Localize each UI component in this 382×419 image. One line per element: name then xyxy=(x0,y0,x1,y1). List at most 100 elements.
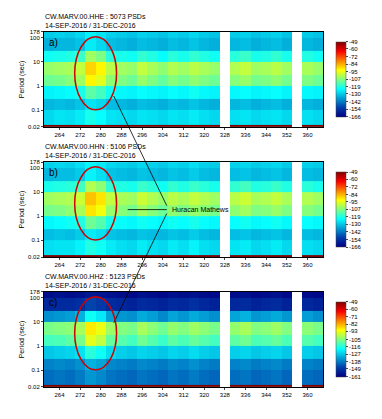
svg-text:328: 328 xyxy=(220,262,231,268)
svg-text:178: 178 xyxy=(30,29,41,35)
svg-text:c): c) xyxy=(49,297,57,308)
svg-text:-95: -95 xyxy=(349,199,358,205)
svg-text:CW.MARV.00.HHZ : 5123 PSDs14-S: CW.MARV.00.HHZ : 5123 PSDs14-SEP-2016 / … xyxy=(45,273,145,289)
svg-text:304: 304 xyxy=(158,262,169,268)
svg-text:344: 344 xyxy=(261,392,272,398)
svg-text:328: 328 xyxy=(220,132,231,138)
svg-text:352: 352 xyxy=(282,392,293,398)
svg-text:312: 312 xyxy=(178,262,189,268)
svg-text:10: 10 xyxy=(33,59,40,65)
svg-text:-49: -49 xyxy=(349,169,358,175)
svg-text:-154: -154 xyxy=(349,237,362,243)
svg-text:a): a) xyxy=(49,37,58,48)
svg-text:-119: -119 xyxy=(349,84,361,90)
svg-text:-107: -107 xyxy=(349,76,362,82)
svg-text:-107: -107 xyxy=(349,206,362,212)
svg-text:-138: -138 xyxy=(349,359,362,365)
svg-text:320: 320 xyxy=(199,392,210,398)
svg-text:0.1: 0.1 xyxy=(31,107,40,113)
svg-text:288: 288 xyxy=(116,132,127,138)
svg-text:b): b) xyxy=(49,167,58,178)
svg-text:280: 280 xyxy=(96,132,107,138)
svg-text:-166: -166 xyxy=(349,244,362,250)
svg-text:-166: -166 xyxy=(349,114,362,120)
svg-text:-127: -127 xyxy=(349,351,362,357)
svg-text:336: 336 xyxy=(240,132,251,138)
svg-text:Period (sec): Period (sec) xyxy=(18,61,26,99)
svg-text:0.02: 0.02 xyxy=(28,384,40,390)
svg-text:-142: -142 xyxy=(349,99,362,105)
svg-text:296: 296 xyxy=(137,392,148,398)
svg-text:288: 288 xyxy=(116,262,127,268)
svg-text:0.02: 0.02 xyxy=(28,254,40,260)
svg-text:272: 272 xyxy=(75,262,86,268)
svg-text:-82: -82 xyxy=(349,321,358,327)
svg-text:312: 312 xyxy=(178,392,189,398)
svg-text:360: 360 xyxy=(302,132,313,138)
svg-text:Period (sec): Period (sec) xyxy=(18,191,26,229)
svg-text:0.1: 0.1 xyxy=(31,367,40,373)
svg-text:-60: -60 xyxy=(349,176,358,182)
svg-text:360: 360 xyxy=(302,262,313,268)
svg-text:-72: -72 xyxy=(349,54,358,60)
svg-text:280: 280 xyxy=(96,392,107,398)
svg-text:-84: -84 xyxy=(349,192,358,198)
svg-text:320: 320 xyxy=(199,262,210,268)
svg-text:CW.MARV.00.HHE : 5073 PSDs14-S: CW.MARV.00.HHE : 5073 PSDs14-SEP-2016 / … xyxy=(45,13,146,29)
svg-text:-149: -149 xyxy=(349,366,362,372)
svg-text:-72: -72 xyxy=(349,184,358,190)
svg-text:-116: -116 xyxy=(349,344,361,350)
svg-text:-130: -130 xyxy=(349,91,362,97)
svg-text:-71: -71 xyxy=(349,314,358,320)
svg-text:100: 100 xyxy=(30,295,41,301)
svg-text:352: 352 xyxy=(282,262,293,268)
svg-text:100: 100 xyxy=(30,165,41,171)
svg-text:336: 336 xyxy=(240,262,251,268)
svg-text:-60: -60 xyxy=(349,306,358,312)
svg-text:-119: -119 xyxy=(349,214,361,220)
svg-text:-154: -154 xyxy=(349,106,362,112)
svg-text:1: 1 xyxy=(36,83,40,89)
svg-text:280: 280 xyxy=(96,262,107,268)
svg-text:-105: -105 xyxy=(349,337,362,343)
svg-text:10: 10 xyxy=(33,319,40,325)
svg-text:264: 264 xyxy=(54,132,65,138)
svg-text:360: 360 xyxy=(302,392,313,398)
svg-text:100: 100 xyxy=(30,35,41,41)
svg-text:-93: -93 xyxy=(349,328,358,334)
svg-text:Huracan Mathews: Huracan Mathews xyxy=(172,206,229,213)
svg-text:-161: -161 xyxy=(349,374,362,380)
svg-text:328: 328 xyxy=(220,392,231,398)
svg-text:178: 178 xyxy=(30,159,41,165)
svg-text:1: 1 xyxy=(36,213,40,219)
svg-text:-49: -49 xyxy=(349,39,358,45)
svg-text:272: 272 xyxy=(75,392,86,398)
svg-text:0.02: 0.02 xyxy=(28,124,40,130)
svg-text:-60: -60 xyxy=(349,46,358,52)
svg-text:312: 312 xyxy=(178,132,189,138)
svg-text:296: 296 xyxy=(137,132,148,138)
svg-text:296: 296 xyxy=(137,262,148,268)
svg-text:320: 320 xyxy=(199,132,210,138)
svg-text:178: 178 xyxy=(30,289,41,295)
svg-text:CW.MARV.00.HHN : 5106 PSDs14-S: CW.MARV.00.HHN : 5106 PSDs14-SEP-2016 / … xyxy=(45,143,146,159)
svg-text:288: 288 xyxy=(116,392,127,398)
svg-text:-95: -95 xyxy=(349,68,358,74)
svg-text:-130: -130 xyxy=(349,221,362,227)
svg-text:272: 272 xyxy=(75,132,86,138)
svg-text:Period (sec): Period (sec) xyxy=(18,321,26,359)
svg-text:-84: -84 xyxy=(349,61,358,67)
svg-text:264: 264 xyxy=(54,392,65,398)
svg-text:344: 344 xyxy=(261,262,272,268)
svg-text:-142: -142 xyxy=(349,229,362,235)
svg-text:-49: -49 xyxy=(349,299,358,305)
svg-text:1: 1 xyxy=(36,343,40,349)
svg-text:264: 264 xyxy=(54,262,65,268)
svg-text:352: 352 xyxy=(282,132,293,138)
svg-text:344: 344 xyxy=(261,132,272,138)
svg-text:336: 336 xyxy=(240,392,251,398)
svg-text:304: 304 xyxy=(158,392,169,398)
svg-text:10: 10 xyxy=(33,189,40,195)
svg-text:0.1: 0.1 xyxy=(31,237,40,243)
svg-text:304: 304 xyxy=(158,132,169,138)
